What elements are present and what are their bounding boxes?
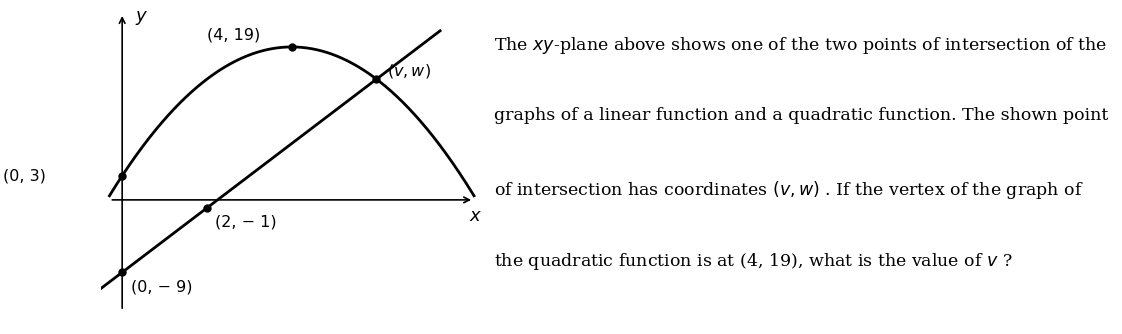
Text: graphs of a linear function and a quadratic function. The shown point: graphs of a linear function and a quadra… <box>494 107 1107 124</box>
Text: The $xy$-plane above shows one of the two points of intersection of the: The $xy$-plane above shows one of the tw… <box>494 35 1107 55</box>
Text: $x$: $x$ <box>469 207 482 225</box>
Text: $(v, w)$: $(v, w)$ <box>387 62 431 80</box>
Text: the quadratic function is at (4, 19), what is the value of $v$ ?: the quadratic function is at (4, 19), wh… <box>494 251 1012 272</box>
Text: (2, − 1): (2, − 1) <box>215 215 277 230</box>
Text: (0, − 9): (0, − 9) <box>130 279 192 294</box>
Text: (0, 3): (0, 3) <box>3 168 46 183</box>
Text: $y$: $y$ <box>135 9 148 27</box>
Text: (4, 19): (4, 19) <box>206 27 260 42</box>
Text: of intersection has coordinates $(v, w)$ . If the vertex of the graph of: of intersection has coordinates $(v, w)$… <box>494 179 1083 201</box>
